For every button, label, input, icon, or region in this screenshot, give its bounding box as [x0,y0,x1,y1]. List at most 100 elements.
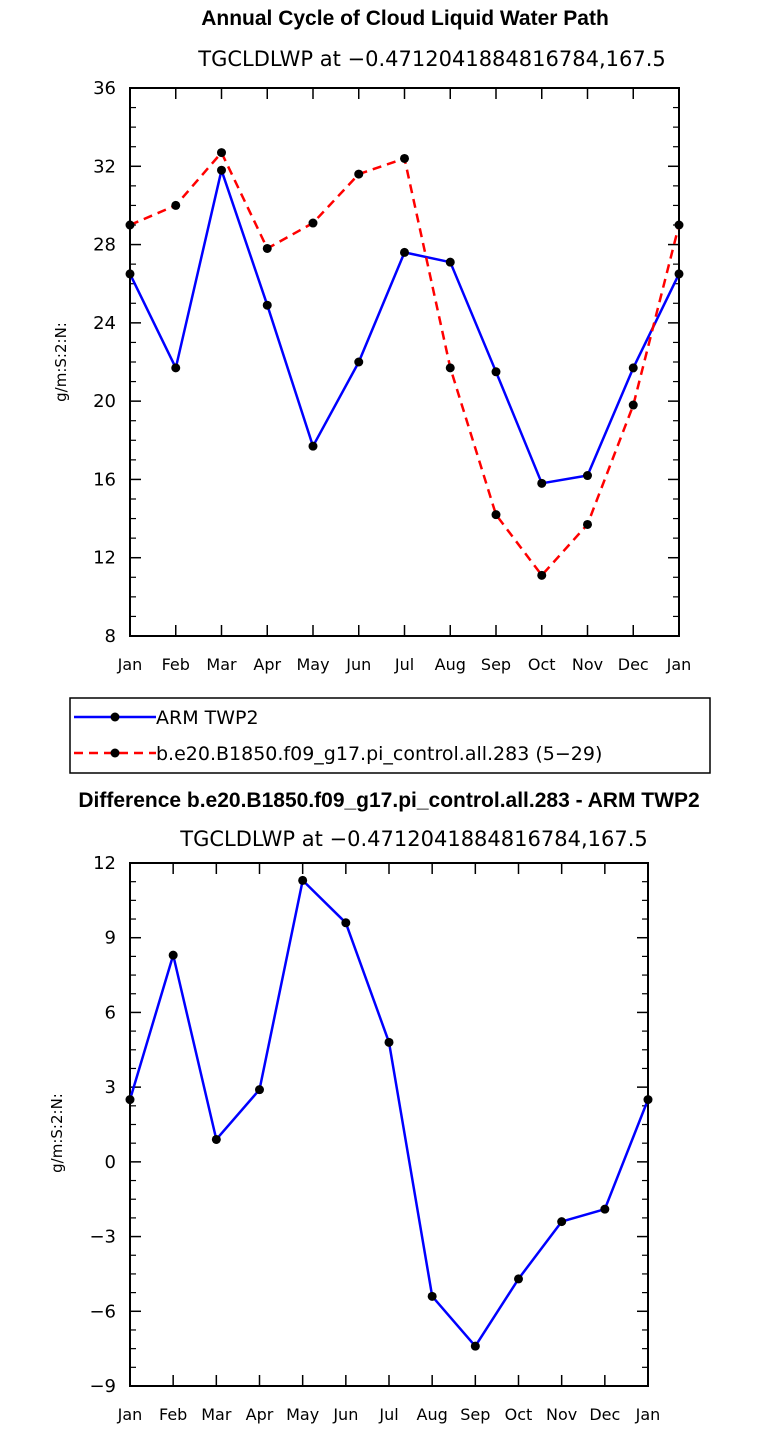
chart2-y-tick-label: −6 [89,1301,116,1322]
legend-label-arm: ARM TWP2 [156,707,259,729]
chart2-x-tick-label: Feb [159,1405,187,1424]
legend-marker-model [110,748,120,758]
chart1-data-point [171,363,181,373]
chart1-data-point [354,169,364,179]
chart2-data-point [168,950,178,960]
chart1-x-tick-label: Aug [435,655,466,674]
chart1-data-point [445,363,455,373]
chart1-x-tick-label: Oct [528,655,556,674]
chart2-data-point [125,1095,135,1105]
chart2-y-tick-label: 0 [105,1152,116,1173]
chart1-x-tick-label: Jan [666,655,692,674]
chart2-y-tick-label: 9 [105,928,116,949]
chart1-data-point [262,243,272,253]
chart2-plot-frame [129,862,649,1387]
chart2-x-tick-label: Apr [246,1405,274,1424]
chart2-series-line-0 [128,879,650,1348]
chart1-x-tick-label: May [296,655,329,674]
legend-box [69,697,711,774]
chart1-data-point [262,300,272,310]
chart1-x-tick-label: Mar [206,655,237,674]
chart1-y-tick-label: 24 [93,313,116,334]
chart2-data-point [557,1217,567,1227]
chart1-data-point [537,570,547,580]
chart2-y-tick-label: 6 [105,1002,116,1023]
chart1-x-tick-label: Jul [394,655,414,674]
chart1-data-point [217,165,226,175]
legend-marker-arm [110,712,120,722]
chart2-data-point [341,918,351,928]
chart2-data-point [470,1341,480,1351]
chart1-plot: 8 12 16 20 24 28 32 36 Jan Feb Mar Apr May Jun Jul Aug S… [93,78,691,674]
chart1-data-point [354,357,364,367]
chart2-x-tick-label: Aug [417,1405,448,1424]
chart2-data-point [255,1085,264,1095]
chart1-data-point [583,471,592,481]
legend-label-model: b.e20.B1850.f09_g17.pi_control.all.283 (… [156,743,602,765]
chart1-data-point [674,220,684,230]
chart1-data-point [308,218,318,228]
chart1-data-point [491,510,501,520]
chart1-data-point [171,200,181,210]
chart1-x-tick-label: Jan [117,655,143,674]
chart1-data-point [445,257,455,267]
chart1-data-point [217,148,226,158]
chart2-data-point [514,1274,523,1284]
chart2-x-tick-label: Nov [546,1405,577,1424]
chart1-x-tick-label: Feb [162,655,190,674]
chart1-data-point [400,247,409,257]
chart1-series-line-1 [129,151,681,577]
chart2-data-point [427,1291,437,1301]
chart2-y-tick-label: 12 [93,853,116,874]
chart2-data-point [643,1095,653,1105]
chart1-x-tick-label: Jun [345,655,371,674]
chart1-data-point [308,441,318,451]
chart2-title: Difference b.e20.B1850.f09_g17.pi_contro… [78,789,699,812]
chart1-data-point [125,220,135,230]
chart1-series-line-0 [128,168,681,485]
chart2-x-tick-label: Sep [460,1405,490,1424]
chart2-x-tick-label: Jan [117,1405,143,1424]
chart1-x-tick-label: Nov [572,655,603,674]
chart1-x-tick-label: Dec [618,655,649,674]
chart1-y-tick-label: 28 [93,235,116,256]
chart2-subtitle: TGCLDLWP at −0.4712041884816784,167.5 [179,827,648,851]
chart1-subtitle: TGCLDLWP at −0.4712041884816784,167.5 [197,47,666,71]
chart1-y-tick-label: 8 [105,626,116,647]
chart2-x-tick-label: May [286,1405,319,1424]
chart1-data-point [125,269,135,279]
chart2-x-tick-label: Jan [635,1405,661,1424]
chart1-y-tick-label: 20 [93,391,116,412]
chart1-y-tick-label: 16 [93,469,116,490]
chart1-data-point [628,363,638,373]
chart1-y-tick-label: 36 [93,78,116,99]
chart2-y-tick-label: −9 [89,1376,116,1397]
chart1-title: Annual Cycle of Cloud Liquid Water Path [201,7,609,30]
chart1-x-tick-label: Apr [253,655,281,674]
chart2-x-tick-label: Jul [378,1405,398,1424]
chart2-y-tick-label: −3 [89,1227,116,1248]
chart1-data-point [400,153,409,163]
chart2-data-point [600,1204,610,1214]
chart1-y-tick-label: 32 [93,156,116,177]
chart1-legend: ARM TWP2 b.e20.B1850.f09_g17.pi_control.… [69,697,711,774]
chart1-x-tick-label: Sep [481,655,511,674]
chart1-data-point [583,519,592,529]
chart2-plot: −9 −6 −3 0 3 6 9 12 Jan Feb Mar Apr May Jun Jul Aug Sep O… [89,853,660,1424]
chart2-data-point [384,1037,394,1047]
chart1-data-point [491,367,501,377]
chart1-plot-frame [129,87,680,637]
chart2-x-tick-label: Mar [201,1405,232,1424]
chart1-data-point [537,478,547,488]
chart1-y-axis-label: g/m:S:2:N: [52,322,70,402]
chart1-data-point [674,269,684,279]
chart2-x-tick-label: Dec [589,1405,620,1424]
chart2-y-tick-label: 3 [105,1077,116,1098]
chart2-x-tick-label: Oct [505,1405,533,1424]
chart2-y-axis-label: g/m:S:2:N: [48,1093,66,1173]
chart1-y-tick-label: 12 [93,548,116,569]
chart1-data-point [628,400,638,410]
chart2-x-tick-label: Jun [332,1405,358,1424]
chart2-data-point [298,875,308,885]
